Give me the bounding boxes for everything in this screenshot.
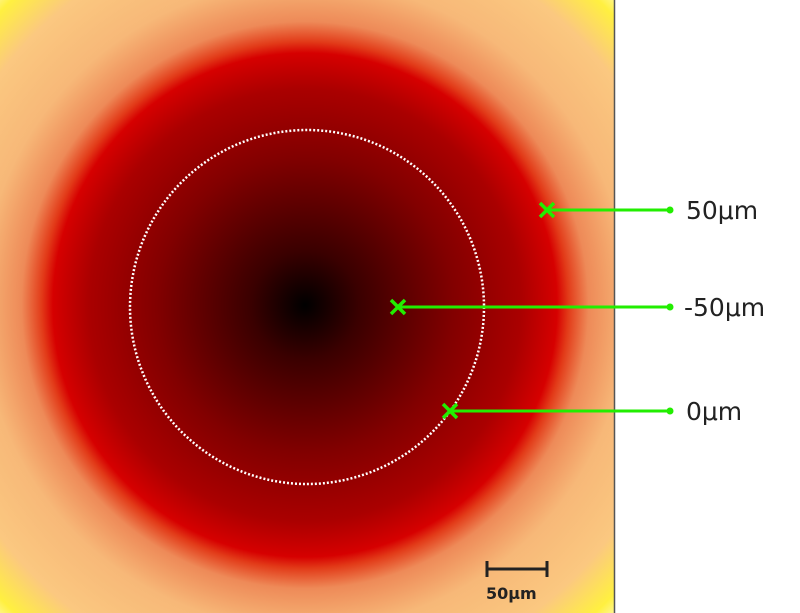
x-marker-icon <box>538 201 556 219</box>
marker-label: -50μm <box>684 293 765 322</box>
marker-0um: 0μm <box>441 397 742 426</box>
marker-minus-50um: -50μm <box>389 293 765 322</box>
x-marker-icon <box>441 402 459 420</box>
scale-bar-label: 50μm <box>486 584 537 603</box>
x-marker-icon <box>389 298 407 316</box>
marker-50um: 50μm <box>538 196 758 225</box>
scale-bar: 50μm <box>485 561 549 603</box>
marker-label: 0μm <box>686 397 742 426</box>
marker-label: 50μm <box>686 196 758 225</box>
